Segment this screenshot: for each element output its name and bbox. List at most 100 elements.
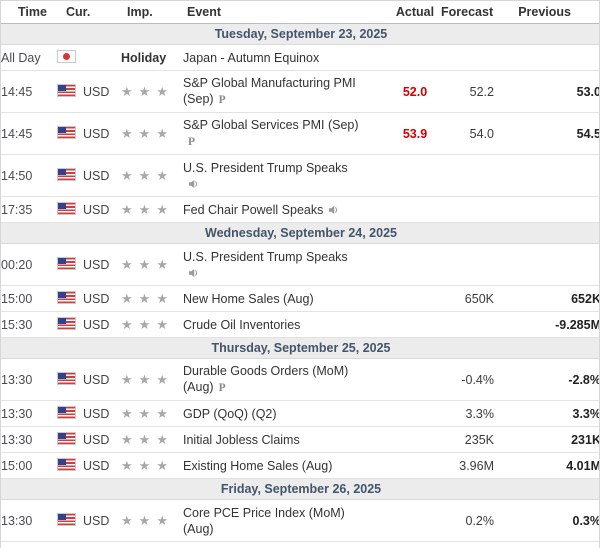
star-icon: ★ [156,201,168,217]
event-title-line: S&P Global Manufacturing PMI [183,75,389,91]
event-title-line: Crude Oil Inventories [183,317,389,333]
event-row[interactable]: 15:00 USD ★ ★ ★ New Home Sales (Aug) 650K 652K [1,285,599,312]
event-title-line2 [183,176,389,192]
event-title-line2: P [183,133,389,150]
event-title-link[interactable]: U.S. President Trump Speaks [183,249,348,264]
event-title-link[interactable]: (Aug) [183,521,214,536]
event-row[interactable]: 14:45 USD ★ ★ ★ S&P Global Manufacturing PMI(… [1,70,599,113]
actual-value [389,541,441,548]
currency-code: USD [83,433,110,447]
event-title-link[interactable]: S&P Global Services PMI (Sep) [183,118,359,132]
column-header-time: Time [1,0,57,24]
event-title-link[interactable]: (Aug) [183,380,214,394]
star-icon: ★ [121,201,133,217]
event-importance: Holiday [121,44,183,71]
event-title-line: S&P Global Services PMI (Sep) [183,117,389,133]
event-title-link[interactable]: Existing Home Sales (Aug) [183,458,333,473]
previous-value [494,243,599,286]
event-row[interactable]: 14:45 USD ★ ★ ★ S&P Global Services PMI (Sep)… [1,112,599,155]
speaker-icon [188,268,198,277]
event-cell: Core PCE Price Index (MoM) (Aug) [183,499,389,542]
event-title-link[interactable]: Core PCE Price Index (MoM) [183,505,345,520]
event-title-link[interactable]: New Home Sales (Aug) [183,291,314,306]
currency-code: USD [83,318,110,332]
event-title-link[interactable]: (Sep) [183,92,214,106]
usa-flag-icon [57,257,76,270]
event-row[interactable]: 15:00 USD ★ ★ ★ Existing Home Sales (Aug) 3.96… [1,452,599,479]
previous-value: 54.5 [494,112,599,155]
preliminary-icon: P [188,136,196,148]
event-title-link[interactable]: GDP (QoQ) (Q2) [183,406,277,421]
event-title-line: GDP (QoQ) (Q2) [183,406,389,422]
star-icon: ★ [156,457,168,473]
event-row[interactable]: 13:30 USD ★ ★ ★ Initial Jobless Claims 235K 231… [1,426,599,453]
event-cell: GDP (QoQ) (Q2) [183,400,389,427]
event-title-link[interactable]: Japan - Autumn Equinox [183,50,320,65]
event-currency-cell: USD [57,499,121,542]
event-row[interactable]: 13:30 USD ★ ★ ★ Core PCE Price Index (MoM) (Au… [1,499,599,542]
event-title-link[interactable]: Durable Goods Orders (MoM) [183,364,349,378]
forecast-value [441,541,494,548]
actual-value [389,358,441,401]
event-row[interactable]: 15:30 USD ★ ★ ★ Crude Oil Inventories -9.285M [1,311,599,338]
event-title-link[interactable]: U.S. President Trump Speaks [183,160,348,175]
speaker-icon [329,205,338,214]
event-row[interactable]: 17:35 USD ★ ★ ★ Fed Chair Powell Speaks [1,196,599,223]
importance-stars: ★ ★ ★ [121,125,174,141]
star-icon: ★ [121,512,133,528]
preliminary-icon: P [218,94,226,106]
event-currency-cell: USD [57,400,121,427]
event-title-link[interactable]: Initial Jobless Claims [183,432,300,447]
calendar-header: Time Cur. Imp. Event Actual Forecast Pre… [1,0,599,24]
actual-value [389,499,441,542]
event-row[interactable]: 13:30 USD ★ ★ ★ GDP (QoQ) (Q2) 3.3% 3.3% [1,400,599,427]
event-title-link[interactable]: Crude Oil Inventories [183,317,301,332]
day-header-label: Thursday, September 25, 2025 [1,337,599,359]
event-currency-cell: USD [57,452,121,479]
event-currency-cell: USD [57,112,121,155]
day-header-row: Thursday, September 25, 2025 [1,337,599,359]
previous-value [494,196,599,223]
star-icon: ★ [156,431,168,447]
column-header-importance: Imp. [121,0,183,24]
currency-code: USD [83,258,110,272]
star-icon: ★ [121,83,133,99]
event-currency-cell: USD [57,541,121,548]
forecast-value: -0.4% [441,358,494,401]
star-icon: ★ [121,431,133,447]
event-currency-cell: USD [57,426,121,453]
importance-stars: ★ ★ ★ [121,257,174,272]
event-row[interactable]: 13:30 USD ★ ★ ★ Durable Goods Orders (MoM) (Au… [1,358,599,401]
actual-value: 52.0 [389,70,441,113]
event-row[interactable]: All Day Holiday Japan - Autumn Equinox [1,44,599,71]
usa-flag-icon [57,126,76,139]
star-icon: ★ [121,457,133,473]
event-title-line: Initial Jobless Claims [183,432,389,448]
usa-flag-icon [57,458,76,471]
forecast-value [441,243,494,286]
event-currency-cell [57,44,121,71]
event-title-link[interactable]: Fed Chair Powell Speaks [183,202,324,217]
event-currency-cell: USD [57,311,121,338]
event-cell: Initial Jobless Claims [183,426,389,453]
speaker-icon [188,179,198,188]
previous-value: 0.3% [494,499,599,542]
event-currency-cell: USD [57,285,121,312]
event-cell: U.S. President Trump Speaks [183,154,389,197]
star-icon: ★ [156,405,168,421]
actual-value [389,243,441,286]
event-importance: ★ ★ ★ [121,400,183,427]
previous-value: 2.9% [494,541,599,548]
previous-value: 3.3% [494,400,599,427]
previous-value: 53.0 [494,70,599,113]
star-icon: ★ [138,125,151,141]
previous-value: 652K [494,285,599,312]
previous-value: 231K [494,426,599,453]
currency-code: USD [83,85,110,99]
event-title-link[interactable]: S&P Global Manufacturing PMI [183,76,356,90]
event-row[interactable]: 00:20 USD ★ ★ ★ U.S. President Trump Speaks [1,243,599,286]
event-row[interactable]: 14:50 USD ★ ★ ★ U.S. President Trump Speaks [1,154,599,197]
